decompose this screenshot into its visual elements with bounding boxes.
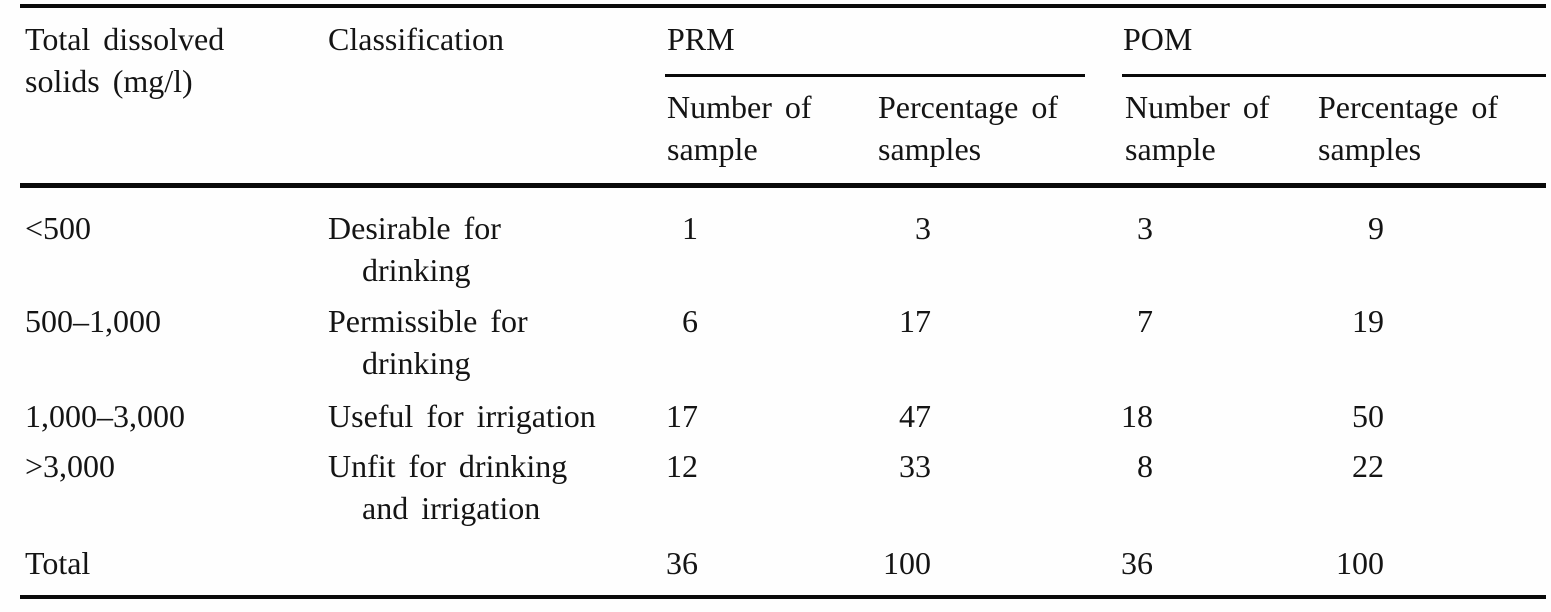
prm-percentage-cell: 33 [899, 448, 931, 484]
prm-percentage-cell: 100 [883, 545, 931, 581]
header-tds-line1: Total dissolved [25, 21, 225, 57]
classification-line1: Permissible for [328, 303, 528, 339]
header-pom-percentage-line1: Percentage of [1318, 89, 1499, 125]
tds-cell: 500–1,000 [25, 303, 161, 339]
classification-line1: Useful for irrigation [328, 398, 596, 434]
pom-percentage-cell: 100 [1336, 545, 1384, 581]
header-pom-percentage-line2: samples [1318, 131, 1422, 167]
pom-number-cell: 7 [1137, 303, 1153, 339]
header-classification: Classification [328, 21, 504, 57]
classification-line1: Unfit for drinking [328, 448, 568, 484]
pom-percentage-cell: 50 [1352, 398, 1384, 434]
header-prm-number-line1: Number of [667, 89, 812, 125]
classification-line2: and irrigation [362, 490, 541, 526]
tds-cell: 1,000–3,000 [25, 398, 185, 434]
pom-percentage-cell: 9 [1368, 210, 1384, 246]
prm-group-rule [665, 74, 1085, 77]
pom-number-cell: 3 [1137, 210, 1153, 246]
classification-line1: Desirable for [328, 210, 501, 246]
table-bottom-rule [20, 595, 1546, 599]
header-bottom-rule [20, 183, 1546, 188]
header-pom-number-line1: Number of [1125, 89, 1270, 125]
header-prm-percentage-line2: samples [878, 131, 982, 167]
pom-number-cell: 36 [1121, 545, 1153, 581]
pom-number-cell: 8 [1137, 448, 1153, 484]
pom-percentage-cell: 22 [1352, 448, 1384, 484]
prm-number-cell: 12 [666, 448, 698, 484]
pom-percentage-cell: 19 [1352, 303, 1384, 339]
header-tds-line2: solids (mg/l) [25, 63, 193, 99]
prm-percentage-cell: 17 [899, 303, 931, 339]
pom-number-cell: 18 [1121, 398, 1153, 434]
classification-line2: drinking [362, 252, 471, 288]
tds-cell: >3,000 [25, 448, 116, 484]
header-prm-percentage-line1: Percentage of [878, 89, 1059, 125]
tds-cell: Total [25, 545, 91, 581]
prm-percentage-cell: 3 [915, 210, 931, 246]
pom-group-rule [1122, 74, 1546, 77]
header-pom-number-line2: sample [1125, 131, 1216, 167]
prm-number-cell: 36 [666, 545, 698, 581]
table-top-rule [20, 4, 1546, 8]
tds-cell: <500 [25, 210, 92, 246]
classification-line2: drinking [362, 345, 471, 381]
header-group-pom: POM [1123, 21, 1193, 57]
header-group-prm: PRM [667, 21, 735, 57]
prm-number-cell: 17 [666, 398, 698, 434]
prm-number-cell: 6 [682, 303, 698, 339]
prm-percentage-cell: 47 [899, 398, 931, 434]
header-prm-number-line2: sample [667, 131, 758, 167]
prm-number-cell: 1 [682, 210, 698, 246]
